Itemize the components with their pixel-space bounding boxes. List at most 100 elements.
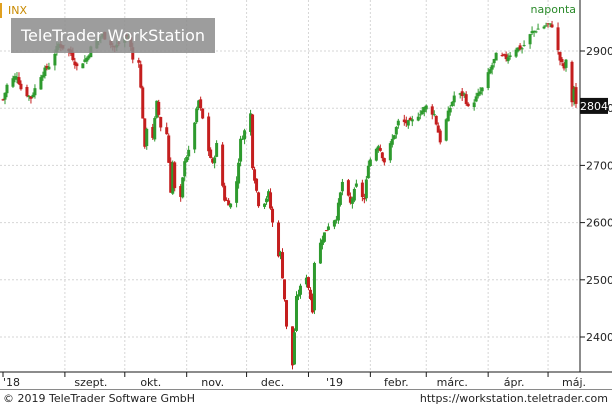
candle-body [155,100,159,118]
x-tick-label: szept. [74,376,107,389]
candle-body [432,114,436,116]
candle-body [324,230,328,232]
candle [165,122,169,135]
candle-body [235,181,239,203]
candle [269,188,273,210]
candle [171,160,175,195]
x-tick-label: ápr. [504,376,525,389]
candle-body [332,220,336,227]
candle [544,22,548,27]
candle-body [390,138,394,145]
candle [334,215,338,224]
candle [570,60,574,107]
candle [522,40,526,47]
candle-body [41,75,45,78]
candle [31,92,35,99]
candle-body [452,95,456,103]
candle [368,157,372,167]
candle-body [450,101,454,106]
candle [432,110,436,117]
candle [450,101,454,107]
candle-body [281,252,285,279]
candle [39,74,43,90]
candle [237,158,241,189]
candle [19,80,23,91]
candle [434,115,438,126]
candle [542,25,546,30]
candle-body [221,144,225,186]
candle [155,100,159,119]
candle-body [416,116,420,121]
candle [476,88,480,99]
candle [332,219,336,230]
symbol-label: INX [8,4,27,17]
candle [362,193,366,204]
candle-body [173,162,177,189]
candle [265,196,269,205]
candle [81,62,85,69]
candle-body [380,152,384,159]
candle-body [251,114,255,169]
candle [137,57,141,68]
candle [201,108,205,120]
candle [348,192,352,205]
candle-body [528,34,532,45]
candle-body [476,92,480,97]
candle-body [320,239,324,245]
candle [380,151,384,162]
candle [382,157,386,166]
candle-body [350,198,354,204]
candle [87,54,91,61]
candle-body [430,106,434,115]
candle [139,60,143,89]
last-price-badge-bg [580,97,608,114]
candle [460,87,464,101]
candle [229,203,233,209]
candle-body [494,52,498,61]
candle-body [145,128,149,147]
candle-body [508,55,512,57]
candle-body [157,101,161,115]
source-link[interactable]: https://workstation.teletrader.com [419,392,608,405]
candle [424,104,428,113]
candle [85,56,89,65]
candle [73,57,77,69]
candle-body [183,161,187,177]
candle-body [336,202,340,221]
candle-body [422,107,426,113]
candle [179,184,183,202]
candle [336,198,340,224]
period-label: naponta [531,3,576,16]
candle-body [378,148,382,151]
candle-body [31,94,35,97]
candle-body [249,113,253,132]
candle [281,248,285,279]
candle [33,84,37,99]
candle-body [181,177,185,198]
candle [271,206,275,227]
candle-body [532,30,536,33]
candle-body [364,179,368,199]
candle [444,118,448,142]
candle-body [195,108,199,123]
candle [83,55,87,63]
candle [474,92,478,103]
candle-body [83,59,87,62]
candle-body [279,251,283,256]
candle-body [310,296,314,313]
candle-body [382,158,386,163]
candle [532,30,536,37]
candle [396,118,400,129]
candle-body [546,23,550,25]
copyright-text: © 2019 TeleTrader Software GmbH [3,392,196,405]
candle-body [434,115,438,125]
candle [253,166,257,184]
candle-body [542,26,546,29]
candle-body [562,63,566,69]
candle [406,119,410,129]
candle-body [514,49,518,57]
candle-body [11,78,15,87]
grid-lines [0,0,580,372]
